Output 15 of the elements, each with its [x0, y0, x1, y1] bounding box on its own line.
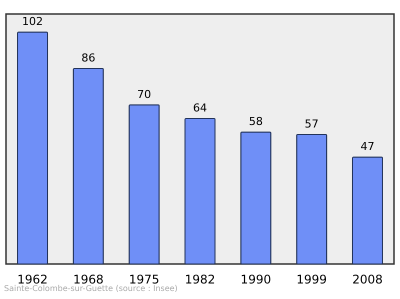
data-label: 70: [137, 88, 152, 101]
data-label: 86: [81, 52, 96, 65]
text: Sainte-Colombe-sur-Guette (source : Insee): [4, 284, 178, 293]
x-tick-label: 2008: [352, 272, 383, 286]
data-label: 57: [304, 117, 319, 130]
data-label: 64: [193, 102, 207, 115]
data-label: 102: [22, 15, 44, 28]
x-tick-label: 1962: [17, 272, 48, 286]
data-label: 47: [360, 140, 374, 154]
data-label: 58: [248, 115, 263, 128]
x-tick-label: 1982: [184, 272, 216, 286]
x-tick-label: 1990: [240, 272, 272, 286]
x-tick-label: 1975: [128, 272, 160, 286]
x-tick-label: 1999: [296, 272, 327, 286]
x-tick-label: 1968: [73, 272, 104, 286]
